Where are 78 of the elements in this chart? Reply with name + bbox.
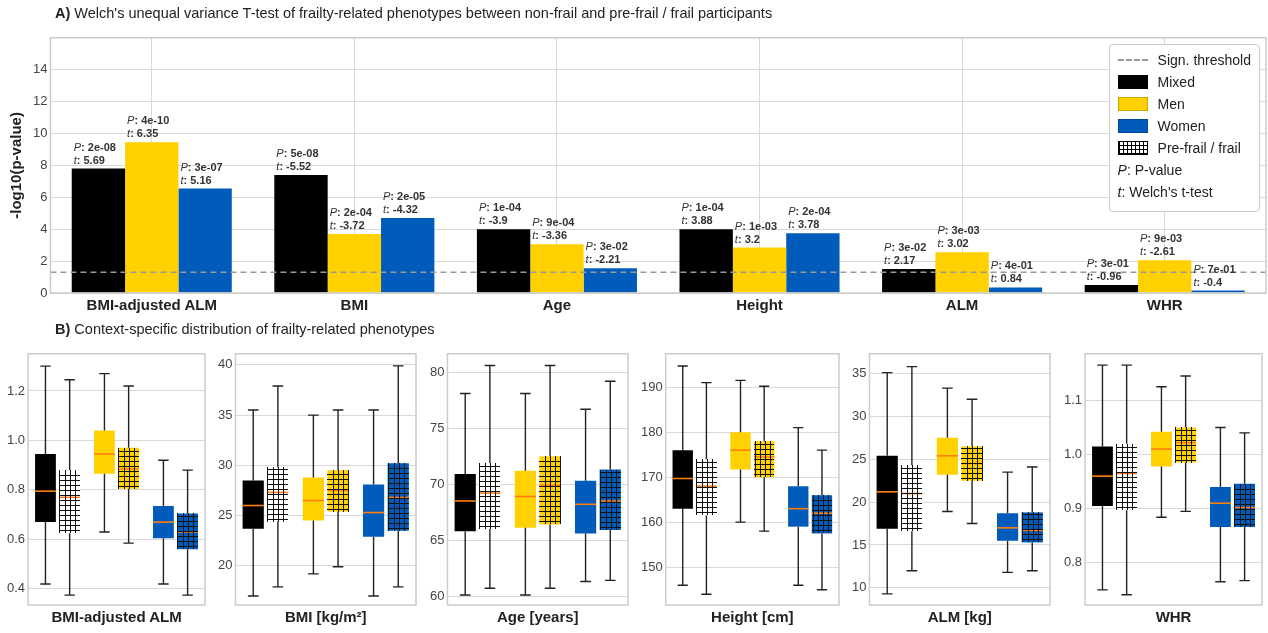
y-tick-label: 75 xyxy=(429,419,445,435)
y-tick-label: 35 xyxy=(851,365,867,381)
y-tick-label: 35 xyxy=(217,406,233,422)
y-tick-label: 65 xyxy=(429,531,445,547)
x-axis-title: Age [years] xyxy=(496,608,579,626)
x-axis-title: ALM [kg] xyxy=(927,608,992,626)
y-tick-label: 15 xyxy=(851,536,867,552)
y-tick-label: 1.0 xyxy=(6,432,26,447)
y-tick-label: 12 xyxy=(32,93,48,109)
data-label: P: 3e-07 t: 5.16 xyxy=(180,160,223,186)
x-axis-title: BMI [kg/m²] xyxy=(284,608,367,626)
y-tick-label: 4 xyxy=(40,220,48,236)
y-tick-label: 180 xyxy=(640,423,663,439)
y-tick-label: 30 xyxy=(851,407,867,423)
y-tick-label: 25 xyxy=(851,450,867,466)
y-tick-label: 1.1 xyxy=(1063,391,1083,407)
y-tick-label: 0 xyxy=(40,284,48,300)
data-label: P: 9e-04 t: -3.36 xyxy=(532,216,576,242)
y-tick-label: 2 xyxy=(40,252,48,268)
y-tick-label: 70 xyxy=(429,475,445,491)
legend-label: Sign. threshold xyxy=(1157,51,1251,68)
y-tick-label: 25 xyxy=(217,507,233,523)
y-tick-label: 0.4 xyxy=(6,580,26,596)
chart-title: A) Welch's unequal variance T-test of frailty-related phenotypes between non-frail and pre-frail / frail participants xyxy=(55,5,773,21)
annotation: t: Welch's t-test xyxy=(1117,182,1214,202)
data-label: P: 1e-04 t: -3.9 xyxy=(478,201,522,227)
x-tick-label: BMI xyxy=(340,296,369,314)
x-tick-label: ALM xyxy=(945,296,979,314)
legend-label: Women xyxy=(1157,117,1206,134)
y-tick-label: 20 xyxy=(217,557,233,573)
data-label: P: 2e-04 t: 3.78 xyxy=(788,205,832,231)
data-label: P: 3e-02 t: 2.17 xyxy=(884,241,927,267)
data-label: P: 1e-04 t: 3.88 xyxy=(681,201,725,227)
x-axis-title: Height [cm] xyxy=(711,608,794,626)
x-tick-label: BMI-adjusted ALM xyxy=(86,296,217,314)
y-tick-label: 40 xyxy=(217,356,233,372)
data-label: P: 3e-02 t: -2.21 xyxy=(585,240,628,266)
y-tick-label: 6 xyxy=(40,188,48,204)
data-label: P: 4e-10 t: 6.35 xyxy=(127,114,170,140)
legend-label: Mixed xyxy=(1157,73,1195,90)
legend-label: Men xyxy=(1157,95,1185,112)
data-label: P: 2e-08 t: 5.69 xyxy=(73,140,116,166)
y-tick-label: 170 xyxy=(640,468,663,484)
data-label: P: 5e-08 t: -5.52 xyxy=(276,146,319,172)
y-tick-label: 30 xyxy=(217,456,233,472)
text: B) Context-specific distribution of frailty-related phenotypes xyxy=(55,321,435,337)
y-tick-label: 80 xyxy=(429,363,445,379)
x-tick-label: Age xyxy=(542,296,572,314)
x-axis-title: WHR xyxy=(1155,608,1192,626)
y-tick-label: 160 xyxy=(640,513,663,529)
y-tick-label: 0.9 xyxy=(1063,500,1083,516)
y-tick-label: 1.0 xyxy=(1063,446,1083,462)
annotation: Pre-frail / frail xyxy=(1157,139,1241,156)
data-label: P: 4e-01 t: 0.84 xyxy=(990,259,1033,285)
y-tick-label: 14 xyxy=(32,61,48,77)
y-tick-label: 0.8 xyxy=(6,481,26,497)
x-tick-label: WHR xyxy=(1146,296,1183,314)
data-label: P: 7e-01 t: -0.4 xyxy=(1193,262,1236,288)
y-tick-label: 10 xyxy=(32,125,48,141)
data-label: P: 1e-03 t: 3.2 xyxy=(734,219,778,245)
y-tick-label: 60 xyxy=(429,587,445,603)
y-tick-label: 20 xyxy=(851,493,867,509)
y-tick-label: 0.8 xyxy=(1063,554,1083,570)
data-label: P: 3e-03 t: 3.02 xyxy=(937,224,980,250)
y-tick-label: 0.6 xyxy=(6,530,26,546)
y-tick-label: 10 xyxy=(851,579,867,595)
annotation: P: P-value xyxy=(1117,160,1184,180)
data-label: P: 3e-01 t: -0.96 xyxy=(1086,257,1129,283)
y-tick-label: 190 xyxy=(640,378,663,394)
y-tick-label: 150 xyxy=(640,558,663,574)
data-label: P: 2e-04 t: -3.72 xyxy=(329,205,373,231)
x-tick-label: Height xyxy=(736,296,783,314)
x-axis-title: BMI-adjusted ALM xyxy=(51,608,182,626)
y-axis-title: -log10(p-value) xyxy=(7,112,25,219)
data-label: P: 2e-05 t: -4.32 xyxy=(383,190,426,216)
y-tick-label: 1.2 xyxy=(6,382,26,398)
data-label: P: 9e-03 t: -2.61 xyxy=(1140,232,1183,258)
y-tick-label: 8 xyxy=(40,156,48,172)
